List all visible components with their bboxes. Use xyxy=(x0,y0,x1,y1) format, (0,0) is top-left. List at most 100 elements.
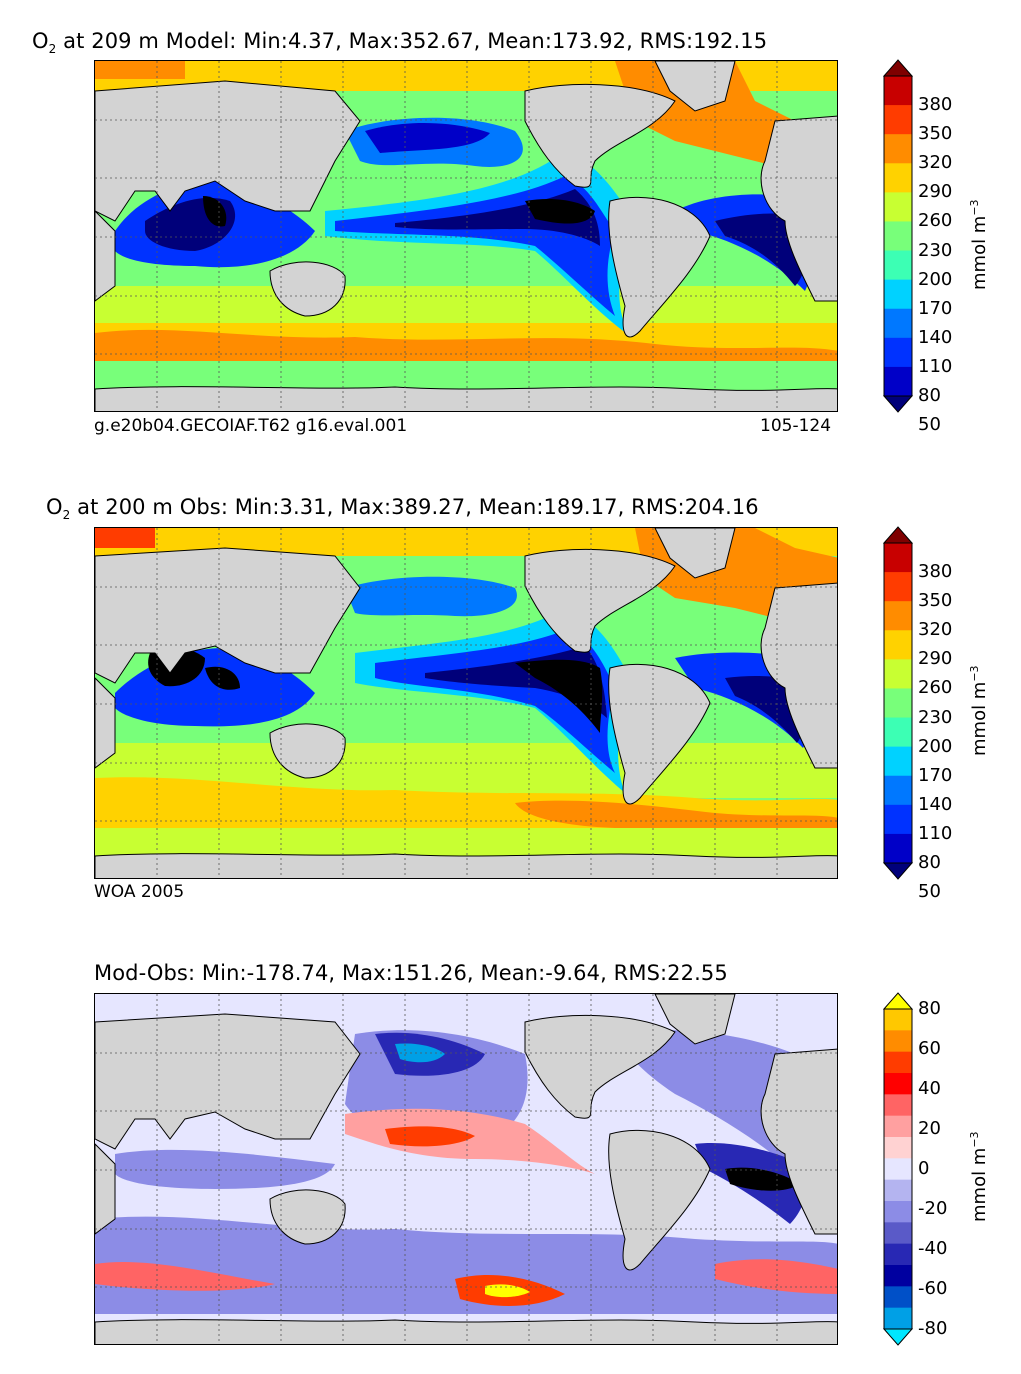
colorbar-segment xyxy=(884,572,912,602)
colorbar-segment xyxy=(884,1243,912,1266)
colorbar-segment xyxy=(884,1307,912,1330)
africa-east xyxy=(95,1143,116,1235)
colorbar-segment xyxy=(884,221,912,252)
southern-positive-east xyxy=(715,1259,837,1294)
bay-of-bengal-core xyxy=(205,666,240,690)
diff-map-svg xyxy=(95,994,837,1344)
colorbar-tick-label: 60 xyxy=(918,1038,941,1059)
antarctica xyxy=(95,853,837,878)
obs-map-svg xyxy=(95,528,837,878)
colorbar-segment xyxy=(884,717,912,748)
colorbar-tick-label: 260 xyxy=(918,210,953,232)
model-colorbar-unit: mmol m−3 xyxy=(968,199,990,290)
eastern-pacific-omz-core xyxy=(515,659,603,733)
colorbar-segment xyxy=(884,1201,912,1223)
arabian-sea-core xyxy=(203,196,227,227)
africa-europe-east xyxy=(760,582,837,769)
colorbar-segment xyxy=(884,659,912,689)
south-america xyxy=(608,1129,711,1271)
southern-positive-west xyxy=(95,1262,275,1291)
south-america xyxy=(608,196,711,338)
colorbar-segment xyxy=(884,1115,912,1138)
model-title-o: O xyxy=(32,29,49,53)
central-pacific-positive-core xyxy=(385,1126,475,1147)
model-map xyxy=(94,60,838,412)
obs-colorbar-unit: mmol m−3 xyxy=(968,665,990,756)
southern-orange-band xyxy=(95,329,837,367)
colorbar-tick-label: 80 xyxy=(918,998,941,1019)
land-masses xyxy=(95,61,837,411)
colorbar-extend-bottom xyxy=(882,862,914,880)
colorbar-segment xyxy=(884,366,912,397)
colorbar-segment xyxy=(884,1094,912,1117)
africa-europe-east xyxy=(760,1048,837,1235)
colorbar-tick-label: 320 xyxy=(918,152,953,174)
colorbar-tick-label: 260 xyxy=(918,677,953,699)
colorbar-tick-label: 290 xyxy=(918,181,953,203)
colorbar-extend-top xyxy=(882,59,914,77)
colorbar-segment xyxy=(884,1137,912,1159)
colorbar-extend-bottom xyxy=(882,395,914,413)
model-unit-text: mmol m xyxy=(969,215,990,290)
colorbar-segment xyxy=(884,1265,912,1287)
eastern-pacific-omz-core xyxy=(525,199,595,224)
southern-positive-core xyxy=(485,1284,530,1298)
colorbar-segment xyxy=(884,1286,912,1309)
diff-map xyxy=(94,993,838,1345)
colorbar-segment xyxy=(884,775,912,806)
colorbar-segment xyxy=(884,308,912,339)
colorbar-tick-label: 50 xyxy=(918,414,941,436)
colorbar-tick-label: 110 xyxy=(918,822,953,844)
colorbar-tick-label: 170 xyxy=(918,764,953,786)
colorbar-tick-label: 0 xyxy=(918,1158,930,1179)
colorbar-segment xyxy=(884,601,912,631)
colorbar-tick-label: 350 xyxy=(918,123,953,145)
obs-map xyxy=(94,527,838,879)
colorbar-tick-label: 200 xyxy=(918,735,953,757)
atlantic-negative xyxy=(615,1030,810,1174)
obs-title-sub: 2 xyxy=(62,508,71,523)
indian-negative xyxy=(115,1149,335,1189)
greenland xyxy=(654,61,736,112)
colorbar-extend-bottom xyxy=(882,1328,914,1346)
colorbar-segment xyxy=(884,833,912,864)
colorbar-tick-label: 230 xyxy=(918,239,953,261)
antarctica xyxy=(95,1319,837,1344)
model-panel-title: O2 at 209 m Model: Min:4.37, Max:352.67,… xyxy=(32,29,767,56)
greenland xyxy=(654,528,736,579)
colorbar-segment xyxy=(884,1158,912,1181)
colorbar-segment xyxy=(884,746,912,777)
colorbar-frame xyxy=(883,1008,913,1330)
colorbar-tick-label: 380 xyxy=(918,561,953,583)
model-years: 105-124 xyxy=(760,416,832,436)
colorbar-segment xyxy=(884,105,912,135)
eurasia-west xyxy=(95,1013,361,1150)
central-pacific-positive xyxy=(345,1108,595,1174)
colorbar-tick-label: 50 xyxy=(918,881,941,903)
model-colorbar-svg xyxy=(882,59,914,413)
graticule xyxy=(95,994,837,1344)
model-unit-sup: −3 xyxy=(968,199,981,216)
model-map-svg xyxy=(95,61,837,411)
north-pacific-low-2 xyxy=(365,122,490,153)
model-run-name: g.e20b04.GECOIAF.T62 g16.eval.001 xyxy=(94,416,408,436)
colorbar-segment xyxy=(884,1051,912,1074)
colorbar-segment xyxy=(884,1222,912,1245)
colorbar-tick-label: 200 xyxy=(918,268,953,290)
diff-colorbar-unit: mmol m−3 xyxy=(968,1131,990,1222)
tropical-atlantic-core xyxy=(725,1167,800,1191)
colorbar-tick-label: 140 xyxy=(918,326,953,348)
model-title-sub: 2 xyxy=(48,42,57,57)
land-masses xyxy=(95,994,837,1344)
colorbar-extend-top xyxy=(882,992,914,1010)
colorbar-tick-label: 320 xyxy=(918,619,953,641)
graticule xyxy=(95,528,837,878)
diff-unit-sup: −3 xyxy=(968,1131,981,1148)
diff-title-stats: Mod-Obs: Min:-178.74, Max:151.26, Mean:-… xyxy=(94,961,728,985)
colorbar-segment xyxy=(884,279,912,310)
colorbar-tick-label: 80 xyxy=(918,385,941,406)
arctic-band xyxy=(95,994,837,1024)
colorbar-segment xyxy=(884,1009,912,1031)
diff-colorbar xyxy=(882,992,914,1346)
colorbar-segment xyxy=(884,804,912,835)
